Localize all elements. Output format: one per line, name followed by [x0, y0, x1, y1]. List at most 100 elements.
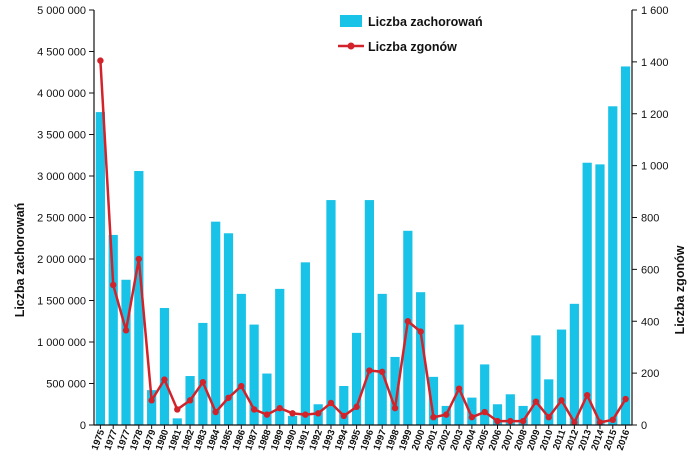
y-tick-label: 4 500 000 — [37, 47, 86, 59]
deaths-point-2007 — [507, 417, 514, 425]
bar-1975 — [95, 112, 106, 425]
bar-2009 — [531, 335, 541, 425]
deaths-point-2000 — [417, 328, 424, 335]
y2-tick-label: 1 000 — [641, 161, 669, 173]
deaths-point-1979 — [148, 397, 155, 404]
deaths-point-1981 — [174, 406, 181, 413]
deaths-point-2004 — [468, 414, 476, 421]
bar-1977 — [121, 279, 131, 425]
bar-1986 — [236, 293, 246, 425]
bar-1983 — [198, 322, 208, 425]
deaths-point-2006 — [494, 417, 501, 425]
y-tick-label: 500 000 — [46, 379, 86, 391]
deaths-point-1984 — [212, 408, 219, 416]
deaths-point-2003 — [455, 385, 463, 392]
bar-2005 — [480, 364, 490, 425]
deaths-point-1988 — [263, 411, 271, 418]
bar-2003 — [454, 324, 464, 425]
bar-1998 — [390, 356, 400, 425]
deaths-point-1976 — [110, 281, 117, 289]
y2-tick-label: 1 200 — [641, 109, 669, 121]
y-tick-label: 2 000 000 — [37, 254, 86, 266]
deaths-point-1993 — [327, 399, 335, 407]
deaths-point-2009 — [532, 398, 540, 405]
bar-1980 — [159, 307, 170, 425]
y2-tick-label: 1 400 — [641, 57, 669, 69]
line-layer — [97, 57, 629, 426]
bar-1989 — [275, 288, 285, 425]
y2-axis-title: Liczba zgonów — [673, 245, 687, 334]
deaths-point-1998 — [391, 404, 399, 412]
deaths-point-1987 — [250, 406, 258, 413]
bar-2015 — [608, 106, 618, 425]
deaths-point-1992 — [314, 410, 322, 417]
deaths-point-2010 — [545, 414, 552, 421]
bar-1991 — [300, 262, 310, 425]
y2-tick-label: 1 600 — [641, 5, 669, 17]
legend: Liczba zachorowań Liczba zgonów — [338, 15, 483, 54]
y-axis-title: Liczba zachorowań — [13, 203, 27, 318]
bar-1976 — [108, 234, 118, 425]
y2-tick-label: 0 — [641, 420, 647, 432]
deaths-point-1975 — [97, 57, 104, 64]
deaths-point-2002 — [443, 411, 450, 418]
deaths-point-1995 — [353, 403, 360, 411]
legend-line-label: Liczba zgonów — [368, 40, 457, 54]
bar-2012 — [569, 303, 579, 425]
deaths-point-1986 — [238, 382, 245, 390]
deaths-point-1982 — [186, 397, 194, 404]
deaths-point-2005 — [481, 408, 488, 416]
deaths-point-2014 — [596, 419, 604, 426]
bar-1997 — [377, 293, 387, 425]
deaths-line — [99, 60, 627, 424]
bar-2008 — [518, 405, 528, 425]
bar-1993 — [326, 200, 336, 425]
y2-tick-label: 200 — [641, 368, 659, 380]
bar-2006 — [492, 404, 503, 425]
deaths-point-2012 — [571, 419, 578, 426]
bar-2010 — [544, 379, 554, 425]
deaths-point-1983 — [199, 379, 207, 386]
bar-1978 — [134, 171, 144, 425]
legend-bar-swatch — [340, 15, 362, 27]
bar-2007 — [505, 394, 515, 425]
ticks-layer: 0 500 000 1 000 000 1 500 000 2 000 000 2 500… — [37, 5, 668, 452]
legend-line-marker — [347, 42, 355, 50]
legend-bar-label: Liczba zachorowań — [368, 15, 483, 29]
deaths-point-1977 — [122, 327, 130, 334]
deaths-point-1985 — [225, 394, 232, 401]
deaths-point-2011 — [558, 397, 565, 404]
deaths-point-2013 — [583, 391, 591, 399]
bar-1979 — [147, 390, 157, 425]
bars-layer — [95, 66, 631, 425]
bar-1990 — [287, 415, 298, 425]
bar-2016 — [620, 66, 631, 425]
y2-tick-label: 400 — [641, 316, 659, 328]
bar-1985 — [223, 233, 234, 425]
axes-layer — [93, 10, 633, 426]
bar-1987 — [249, 324, 259, 425]
y-tick-label: 1 500 000 — [37, 296, 86, 308]
y2-tick-label: 600 — [641, 264, 659, 276]
y-tick-label: 3 000 000 — [37, 171, 86, 183]
deaths-point-1991 — [302, 411, 309, 418]
bar-1994 — [339, 385, 349, 425]
bar-2001 — [428, 376, 439, 425]
y-tick-label: 5 000 000 — [37, 5, 86, 17]
bar-1988 — [262, 373, 272, 425]
deaths-point-1978 — [135, 255, 143, 263]
deaths-point-1997 — [379, 368, 386, 376]
bar-2011 — [556, 329, 567, 425]
bar-2000 — [416, 292, 426, 425]
y-tick-label: 3 500 000 — [37, 130, 86, 142]
bar-1996 — [364, 200, 375, 425]
deaths-point-2001 — [430, 414, 437, 421]
deaths-point-2008 — [519, 417, 527, 425]
bar-2014 — [595, 164, 605, 425]
y-tick-label: 2 500 000 — [37, 213, 86, 225]
deaths-point-1994 — [340, 412, 347, 420]
y2-tick-label: 800 — [641, 213, 659, 225]
y-tick-label: 1 000 000 — [37, 337, 86, 349]
deaths-point-1999 — [404, 318, 412, 325]
bar-1984 — [211, 221, 221, 425]
